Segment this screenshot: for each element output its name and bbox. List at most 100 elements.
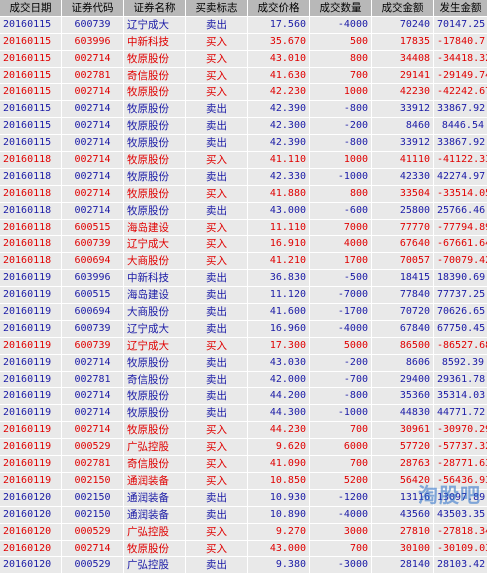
cell-flag: 买入 [186,540,248,557]
table-row[interactable]: 20160120 002150 通润装备 卖出 10.930 -1200 13116 1309… [0,489,487,507]
table-row[interactable]: 20160119 002714 牧原股份 卖出 44.200 -800 35360 35314… [0,388,487,406]
cell-price: 10.930 [248,489,310,506]
cell-name: 牧原股份 [124,135,186,152]
table-row[interactable]: 20160120 002714 牧原股份 买入 43.000 700 30100 -30109… [0,540,487,558]
cell-code: 002150 [62,472,124,489]
cell-code: 002714 [62,152,124,168]
cell-net-amount: -28771.63 [437,458,487,470]
cell-code: 600739 [62,236,124,253]
cell-date: 20160118 [0,236,62,253]
cell-price: 16.960 [248,320,310,337]
cell-code: 000529 [62,439,124,456]
table-row[interactable]: 20160115 002714 牧原股份 卖出 42.390 -800 33912 33867… [0,101,487,119]
cell-quantity: 800 [310,185,372,202]
table-row[interactable]: 20160118 002714 牧原股份 卖出 42.330 -1000 42330 4227… [0,168,487,186]
cell-price: 36.830 [248,270,310,287]
cell-amount: 67840 [372,320,434,337]
table-row[interactable]: 20160115 600739 辽宁成大 卖出 17.560 -4000 70240 7014… [0,16,487,34]
table-row[interactable]: 20160120 002150 通润装备 卖出 10.890 -4000 43560 4350… [0,506,487,524]
table-row[interactable]: 20160120 000529 广弘控股 卖出 9.380 -3000 28140 28103… [0,557,487,574]
cell-flag: 买入 [186,67,248,84]
cell-price: 43.000 [248,202,310,219]
cell-net-amount: -57737.32 [437,441,487,453]
cell-amount: 44830 [372,405,434,422]
cell-name: 广弘控股 [124,439,186,456]
cell-flag: 卖出 [186,304,248,320]
table-row[interactable]: 20160119 002714 牧原股份 卖出 43.030 -200 8606 8592.3… [0,354,487,372]
cell-quantity: -7000 [310,287,372,304]
cell-net-amount: 42274.97 [437,170,486,182]
cell-flag: 卖出 [186,405,248,422]
column-header-net-amount[interactable]: 发生金额 [439,2,482,14]
cell-quantity: 1000 [310,84,372,101]
table-row[interactable]: 20160118 600694 大商股份 买入 41.210 1700 70057 -7007… [0,253,487,271]
cell-name: 海岛建设 [124,287,186,304]
table-row[interactable]: 20160118 002714 牧原股份 买入 41.110 1000 41110 -4112… [0,152,487,169]
cell-code: 002150 [62,506,124,523]
table-row[interactable]: 20160115 002781 奇信股份 买入 41.630 700 29141 -29149… [0,67,487,85]
cell-amount: 28140 [372,557,434,574]
cell-code: 002150 [62,489,124,506]
table-row[interactable]: 20160119 002781 奇信股份 买入 41.090 700 28763 -28771… [0,456,487,473]
cell-flag: 卖出 [186,557,248,574]
table-row[interactable]: 20160115 002714 牧原股份 卖出 42.390 -800 33912 33867… [0,135,487,153]
table-row[interactable]: 20160115 002714 牧原股份 买入 42.230 1000 42230 -4224… [0,84,487,102]
cell-date: 20160119 [0,287,62,304]
cell-price: 11.110 [248,219,310,236]
table-row[interactable]: 20160119 600694 大商股份 卖出 41.600 -1700 70720 7062… [0,304,487,321]
table-row[interactable]: 20160119 603996 中新科技 卖出 36.830 -500 18415 18390… [0,270,487,288]
cell-name: 牧原股份 [124,84,186,101]
table-row[interactable]: 20160119 002714 牧原股份 卖出 44.300 -1000 44830 4477… [0,405,487,423]
cell-flag: 卖出 [186,135,248,152]
column-header-price[interactable]: 成交价格 [248,0,310,16]
cell-code: 000529 [62,557,124,574]
table-row[interactable]: 20160120 000529 广弘控股 买入 9.270 3000 27810 -27818… [0,523,487,541]
cell-quantity: -500 [310,270,372,287]
cell-date: 20160120 [0,489,62,506]
cell-date: 20160118 [0,168,62,185]
cell-amount: 28763 [372,456,434,472]
cell-name: 辽宁成大 [124,337,186,354]
column-header-quantity[interactable]: 成交数量 [310,0,372,16]
table-row[interactable]: 20160119 002781 奇信股份 卖出 42.000 -700 29400 29361… [0,371,487,389]
cell-flag: 买入 [186,439,248,456]
table-row[interactable]: 20160119 600739 辽宁成大 买入 17.300 5000 86500 -8652… [0,337,487,355]
cell-code: 002714 [62,540,124,557]
column-header-code[interactable]: 证券代码 [62,0,124,16]
cell-quantity: 700 [310,67,372,84]
cell-flag: 买入 [186,523,248,540]
cell-flag: 卖出 [186,118,248,135]
cell-price: 41.630 [248,67,310,84]
column-header-name[interactable]: 证券名称 [124,0,186,16]
table-row[interactable]: 20160118 002714 牧原股份 买入 41.880 800 33504 -33514… [0,185,487,203]
cell-quantity: -1000 [310,405,372,422]
table-row[interactable]: 20160115 002714 牧原股份 买入 43.010 800 34408 -34418… [0,50,487,68]
column-header-flag[interactable]: 买卖标志 [186,0,248,16]
cell-quantity: 3000 [310,523,372,540]
cell-net-amount: -70079.42 [437,255,487,267]
cell-name: 通润装备 [124,489,186,506]
table-row[interactable]: 20160118 600515 海岛建设 买入 11.110 7000 77770 -7779… [0,219,487,237]
table-row[interactable]: 20160119 600515 海岛建设 卖出 11.120 -7000 77840 7773… [0,287,487,305]
cell-flag: 卖出 [186,287,248,304]
table-row[interactable]: 20160115 002714 牧原股份 卖出 42.300 -200 8460 8446.5… [0,118,487,136]
table-row[interactable]: 20160119 002714 牧原股份 买入 44.230 700 30961 -30970… [0,422,487,440]
cell-flag: 卖出 [186,101,248,118]
cell-flag: 卖出 [186,371,248,388]
table-row[interactable]: 20160115 603996 中新科技 买入 35.670 500 17835 -17840… [0,33,487,51]
table-row[interactable]: 20160118 002714 牧原股份 卖出 43.000 -600 25800 25766… [0,202,487,220]
cell-price: 43.000 [248,540,310,557]
cell-quantity: -4000 [310,320,372,337]
column-header-date[interactable]: 成交日期 [0,0,62,16]
cell-net-amount: 43503.35 [437,508,486,520]
table-row[interactable]: 20160118 600739 辽宁成大 买入 16.910 4000 67640 -6766… [0,236,487,254]
table-row[interactable]: 20160119 600739 辽宁成大 卖出 16.960 -4000 67840 6775… [0,320,487,338]
cell-code: 002714 [62,405,124,422]
column-header-amount[interactable]: 成交金额 [372,0,434,16]
cell-net-amount: -86527.68 [437,339,487,351]
cell-quantity: 5000 [310,337,372,354]
table-row[interactable]: 20160119 002150 通润装备 买入 10.850 5200 56420 -5643… [0,472,487,490]
table-row[interactable]: 20160119 000529 广弘控股 买入 9.620 6000 57720 -57737… [0,439,487,457]
cell-amount: 29141 [372,67,434,84]
